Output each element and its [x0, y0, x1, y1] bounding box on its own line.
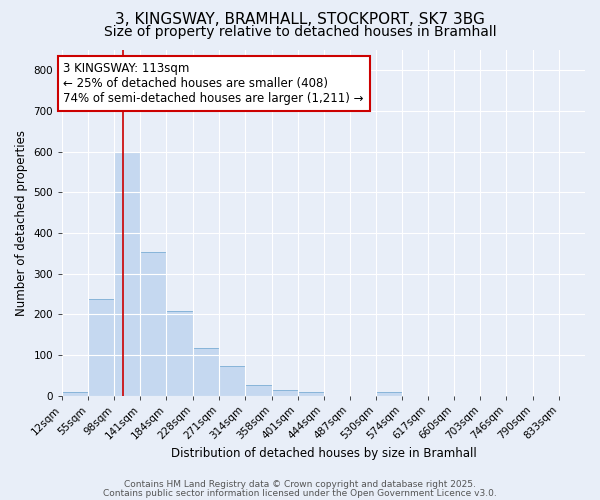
Bar: [62, 392, 88, 396]
Bar: [219, 366, 245, 396]
Bar: [140, 252, 166, 396]
Bar: [272, 390, 298, 396]
Bar: [114, 152, 140, 396]
Text: Contains HM Land Registry data © Crown copyright and database right 2025.: Contains HM Land Registry data © Crown c…: [124, 480, 476, 489]
Bar: [298, 392, 323, 396]
Y-axis label: Number of detached properties: Number of detached properties: [15, 130, 28, 316]
X-axis label: Distribution of detached houses by size in Bramhall: Distribution of detached houses by size …: [171, 447, 476, 460]
Bar: [88, 299, 114, 396]
Bar: [376, 392, 402, 396]
Text: 3 KINGSWAY: 113sqm
← 25% of detached houses are smaller (408)
74% of semi-detach: 3 KINGSWAY: 113sqm ← 25% of detached hou…: [64, 62, 364, 105]
Bar: [166, 312, 193, 396]
Bar: [245, 384, 272, 396]
Text: 3, KINGSWAY, BRAMHALL, STOCKPORT, SK7 3BG: 3, KINGSWAY, BRAMHALL, STOCKPORT, SK7 3B…: [115, 12, 485, 28]
Text: Size of property relative to detached houses in Bramhall: Size of property relative to detached ho…: [104, 25, 496, 39]
Text: Contains public sector information licensed under the Open Government Licence v3: Contains public sector information licen…: [103, 488, 497, 498]
Bar: [193, 348, 219, 396]
